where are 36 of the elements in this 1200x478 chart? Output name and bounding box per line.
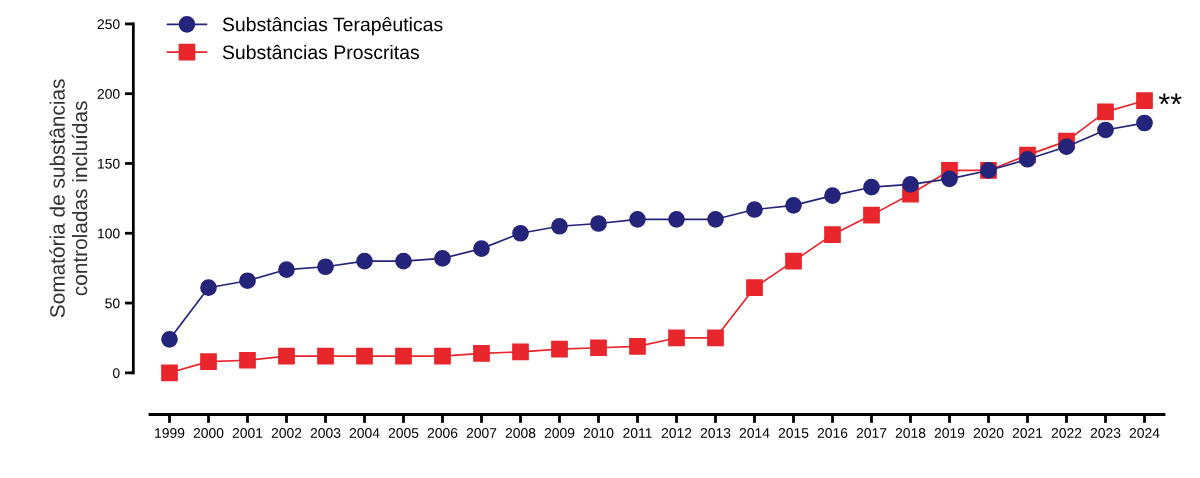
legend-label: Substâncias Terapêuticas — [222, 16, 443, 36]
x-tick-label: 2012 — [661, 428, 692, 438]
x-tick-label: 2000 — [193, 428, 224, 438]
x-tick-label: 2024 — [1129, 428, 1160, 438]
x-tick-label: 2007 — [466, 428, 497, 438]
x-tick-label: 2020 — [973, 428, 1004, 438]
annotation: ** — [1158, 93, 1182, 105]
x-tick-label: 2015 — [778, 428, 809, 438]
x-tick-label: 2023 — [1090, 428, 1121, 438]
x-tick-label: 2001 — [232, 428, 263, 438]
x-tick-label: 2016 — [817, 428, 848, 438]
x-tick-label: 2018 — [895, 428, 926, 438]
x-tick-label: 2008 — [505, 428, 536, 438]
y-tick-label: 0 — [112, 368, 120, 379]
x-tick-label: 1999 — [155, 428, 185, 438]
legend-label: Substâncias Proscritas — [222, 44, 420, 60]
x-tick-label: 2022 — [1051, 428, 1082, 438]
x-tick-label: 2002 — [271, 428, 302, 438]
x-tick-label: 2010 — [583, 428, 614, 438]
y-tick-label: 250 — [97, 19, 120, 30]
x-tick-label: 2011 — [623, 428, 652, 438]
x-tick-label: 2019 — [934, 428, 965, 438]
x-tick-label: 2014 — [739, 428, 770, 438]
y-tick-label: 150 — [98, 158, 120, 169]
x-tick-label: 2005 — [388, 428, 419, 438]
y-tick-label: 50 — [105, 298, 120, 309]
y-tick-label: 200 — [97, 89, 120, 99]
x-tick-label: 2009 — [544, 428, 575, 438]
x-tick-label: 2003 — [310, 428, 341, 438]
x-tick-label: 2021 — [1012, 428, 1043, 438]
x-tick-label: 2004 — [349, 428, 380, 438]
x-tick-label: 2006 — [427, 428, 458, 438]
x-tick-label: 2017 — [856, 428, 887, 438]
y-tick-label: 100 — [98, 228, 120, 239]
x-tick-label: 2013 — [700, 428, 731, 438]
y-axis-title: Somatória de substâncias controladas incluídas — [49, 79, 88, 318]
